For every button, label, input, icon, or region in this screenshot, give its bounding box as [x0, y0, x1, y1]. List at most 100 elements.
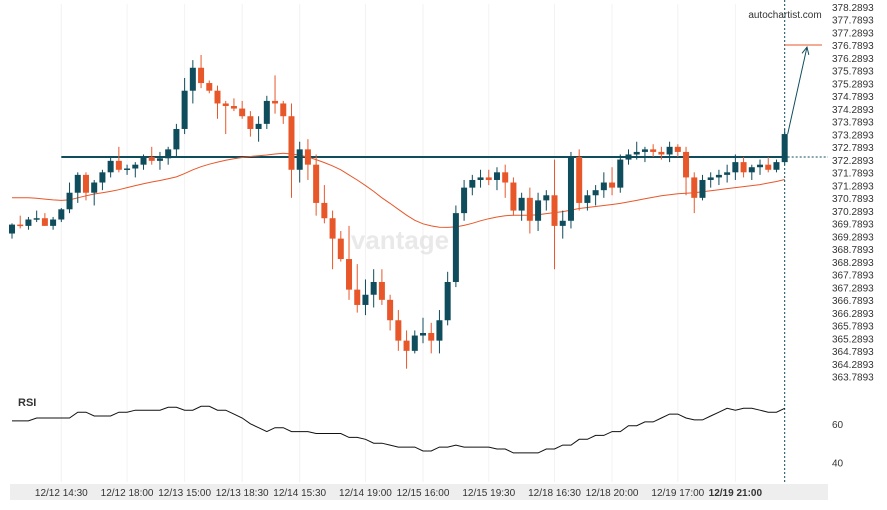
time-tick-label: 12/19 17:00 — [651, 488, 704, 499]
price-tick-label: 366.7893 — [832, 296, 874, 307]
candle-body — [518, 197, 525, 211]
forecast — [784, 0, 822, 486]
candle-body — [658, 151, 665, 155]
candle-body — [33, 218, 40, 220]
candle-body — [510, 182, 517, 211]
time-tick-label: 12/15 19:30 — [462, 488, 515, 499]
candle-body — [124, 168, 131, 170]
candle-body — [74, 174, 81, 193]
candle-body — [198, 67, 205, 84]
candle-body — [485, 177, 492, 180]
candle-body — [173, 128, 180, 150]
candle-body — [181, 90, 188, 129]
candle-body — [559, 220, 566, 226]
candle-body — [41, 218, 48, 226]
price-tick-label: 377.2893 — [832, 28, 874, 39]
price-tick-label: 375.7893 — [832, 67, 874, 78]
candle-body — [757, 164, 764, 168]
candle-body — [699, 179, 706, 198]
candle-body — [165, 149, 172, 159]
rsi-line — [12, 405, 785, 454]
candle-body — [576, 157, 583, 203]
candle-body — [724, 172, 731, 175]
candle-body — [666, 146, 673, 155]
candle-body — [609, 182, 616, 188]
candle-body — [428, 332, 435, 341]
candle-body — [370, 281, 377, 295]
time-tick-label: 12/18 16:30 — [528, 488, 581, 499]
price-tick-label: 376.7893 — [832, 41, 874, 52]
vantage-watermark: vantage — [351, 225, 449, 255]
candle-body — [403, 340, 410, 351]
candle-body — [477, 177, 484, 180]
candle-body — [493, 172, 500, 180]
price-tick-label: 371.2893 — [832, 181, 874, 192]
candle-body — [395, 320, 402, 341]
price-tick-label: 372.7893 — [832, 143, 874, 154]
price-tick-label: 378.2893 — [832, 3, 874, 14]
candle-body — [354, 289, 361, 305]
candle-body — [378, 281, 385, 300]
candle-body — [748, 167, 755, 173]
time-tick-label: 12/19 21:00 — [709, 488, 763, 499]
price-tick-label: 367.7893 — [832, 271, 874, 282]
candle-body — [239, 108, 246, 117]
candle-body — [469, 179, 476, 188]
candle-body — [567, 157, 574, 221]
candle-body — [263, 100, 270, 124]
time-tick-label: 12/14 15:30 — [273, 488, 326, 499]
price-tick-label: 373.2893 — [832, 130, 874, 141]
candle-body — [214, 90, 221, 104]
time-tick-label: 12/18 20:00 — [586, 488, 639, 499]
candle-body — [617, 159, 624, 188]
candle-body — [436, 320, 443, 341]
price-tick-label: 366.2893 — [832, 309, 874, 320]
time-tick-label: 12/14 19:00 — [339, 488, 392, 499]
forecast-arrow-head — [801, 45, 810, 55]
price-tick-label: 374.7893 — [832, 92, 874, 103]
candle-body — [189, 67, 196, 91]
candle-body — [206, 83, 213, 91]
candle-body — [140, 157, 147, 165]
rsi-tick-label: 40 — [832, 459, 844, 470]
time-tick-label: 12/13 18:30 — [216, 488, 269, 499]
forecast-arrow-line — [787, 46, 808, 135]
rsi-panel: RSI 60 40 — [12, 397, 844, 470]
candle-body — [288, 116, 295, 170]
candle-body — [304, 149, 311, 165]
price-tick-label: 365.7893 — [832, 322, 874, 333]
rsi-label: RSI — [18, 397, 36, 409]
candle-body — [66, 192, 73, 210]
price-tick-label: 373.7893 — [832, 118, 874, 129]
time-axis: 12/12 14:30 12/12 18:00 12/13 15:00 12/13 1… — [35, 488, 763, 499]
candle-body — [148, 157, 155, 161]
rsi-tick-label: 60 — [832, 420, 844, 431]
price-tick-label: 371.7893 — [832, 169, 874, 180]
candles — [9, 55, 788, 369]
time-tick-label: 12/13 15:00 — [158, 488, 211, 499]
candle-body — [584, 195, 591, 203]
candle-body — [641, 149, 648, 152]
moving-average — [12, 152, 785, 228]
candle-body — [296, 149, 303, 170]
candle-body — [600, 182, 607, 191]
candle-body — [444, 281, 451, 321]
candle-body — [633, 151, 640, 155]
candle-body — [387, 299, 394, 321]
time-tick-label: 12/15 16:00 — [397, 488, 450, 499]
candle-body — [765, 164, 772, 170]
price-tick-label: 372.2893 — [832, 156, 874, 167]
candle-body — [420, 332, 426, 336]
candle-body — [132, 164, 139, 169]
candle-body — [526, 197, 533, 221]
candle-body — [272, 100, 279, 104]
candle-body — [17, 224, 24, 227]
candle-body — [156, 158, 163, 161]
price-tick-label: 374.2893 — [832, 105, 874, 116]
candle-body — [222, 103, 229, 107]
candle-body — [650, 149, 657, 152]
candle-body — [411, 335, 418, 351]
candle-body — [337, 238, 344, 260]
